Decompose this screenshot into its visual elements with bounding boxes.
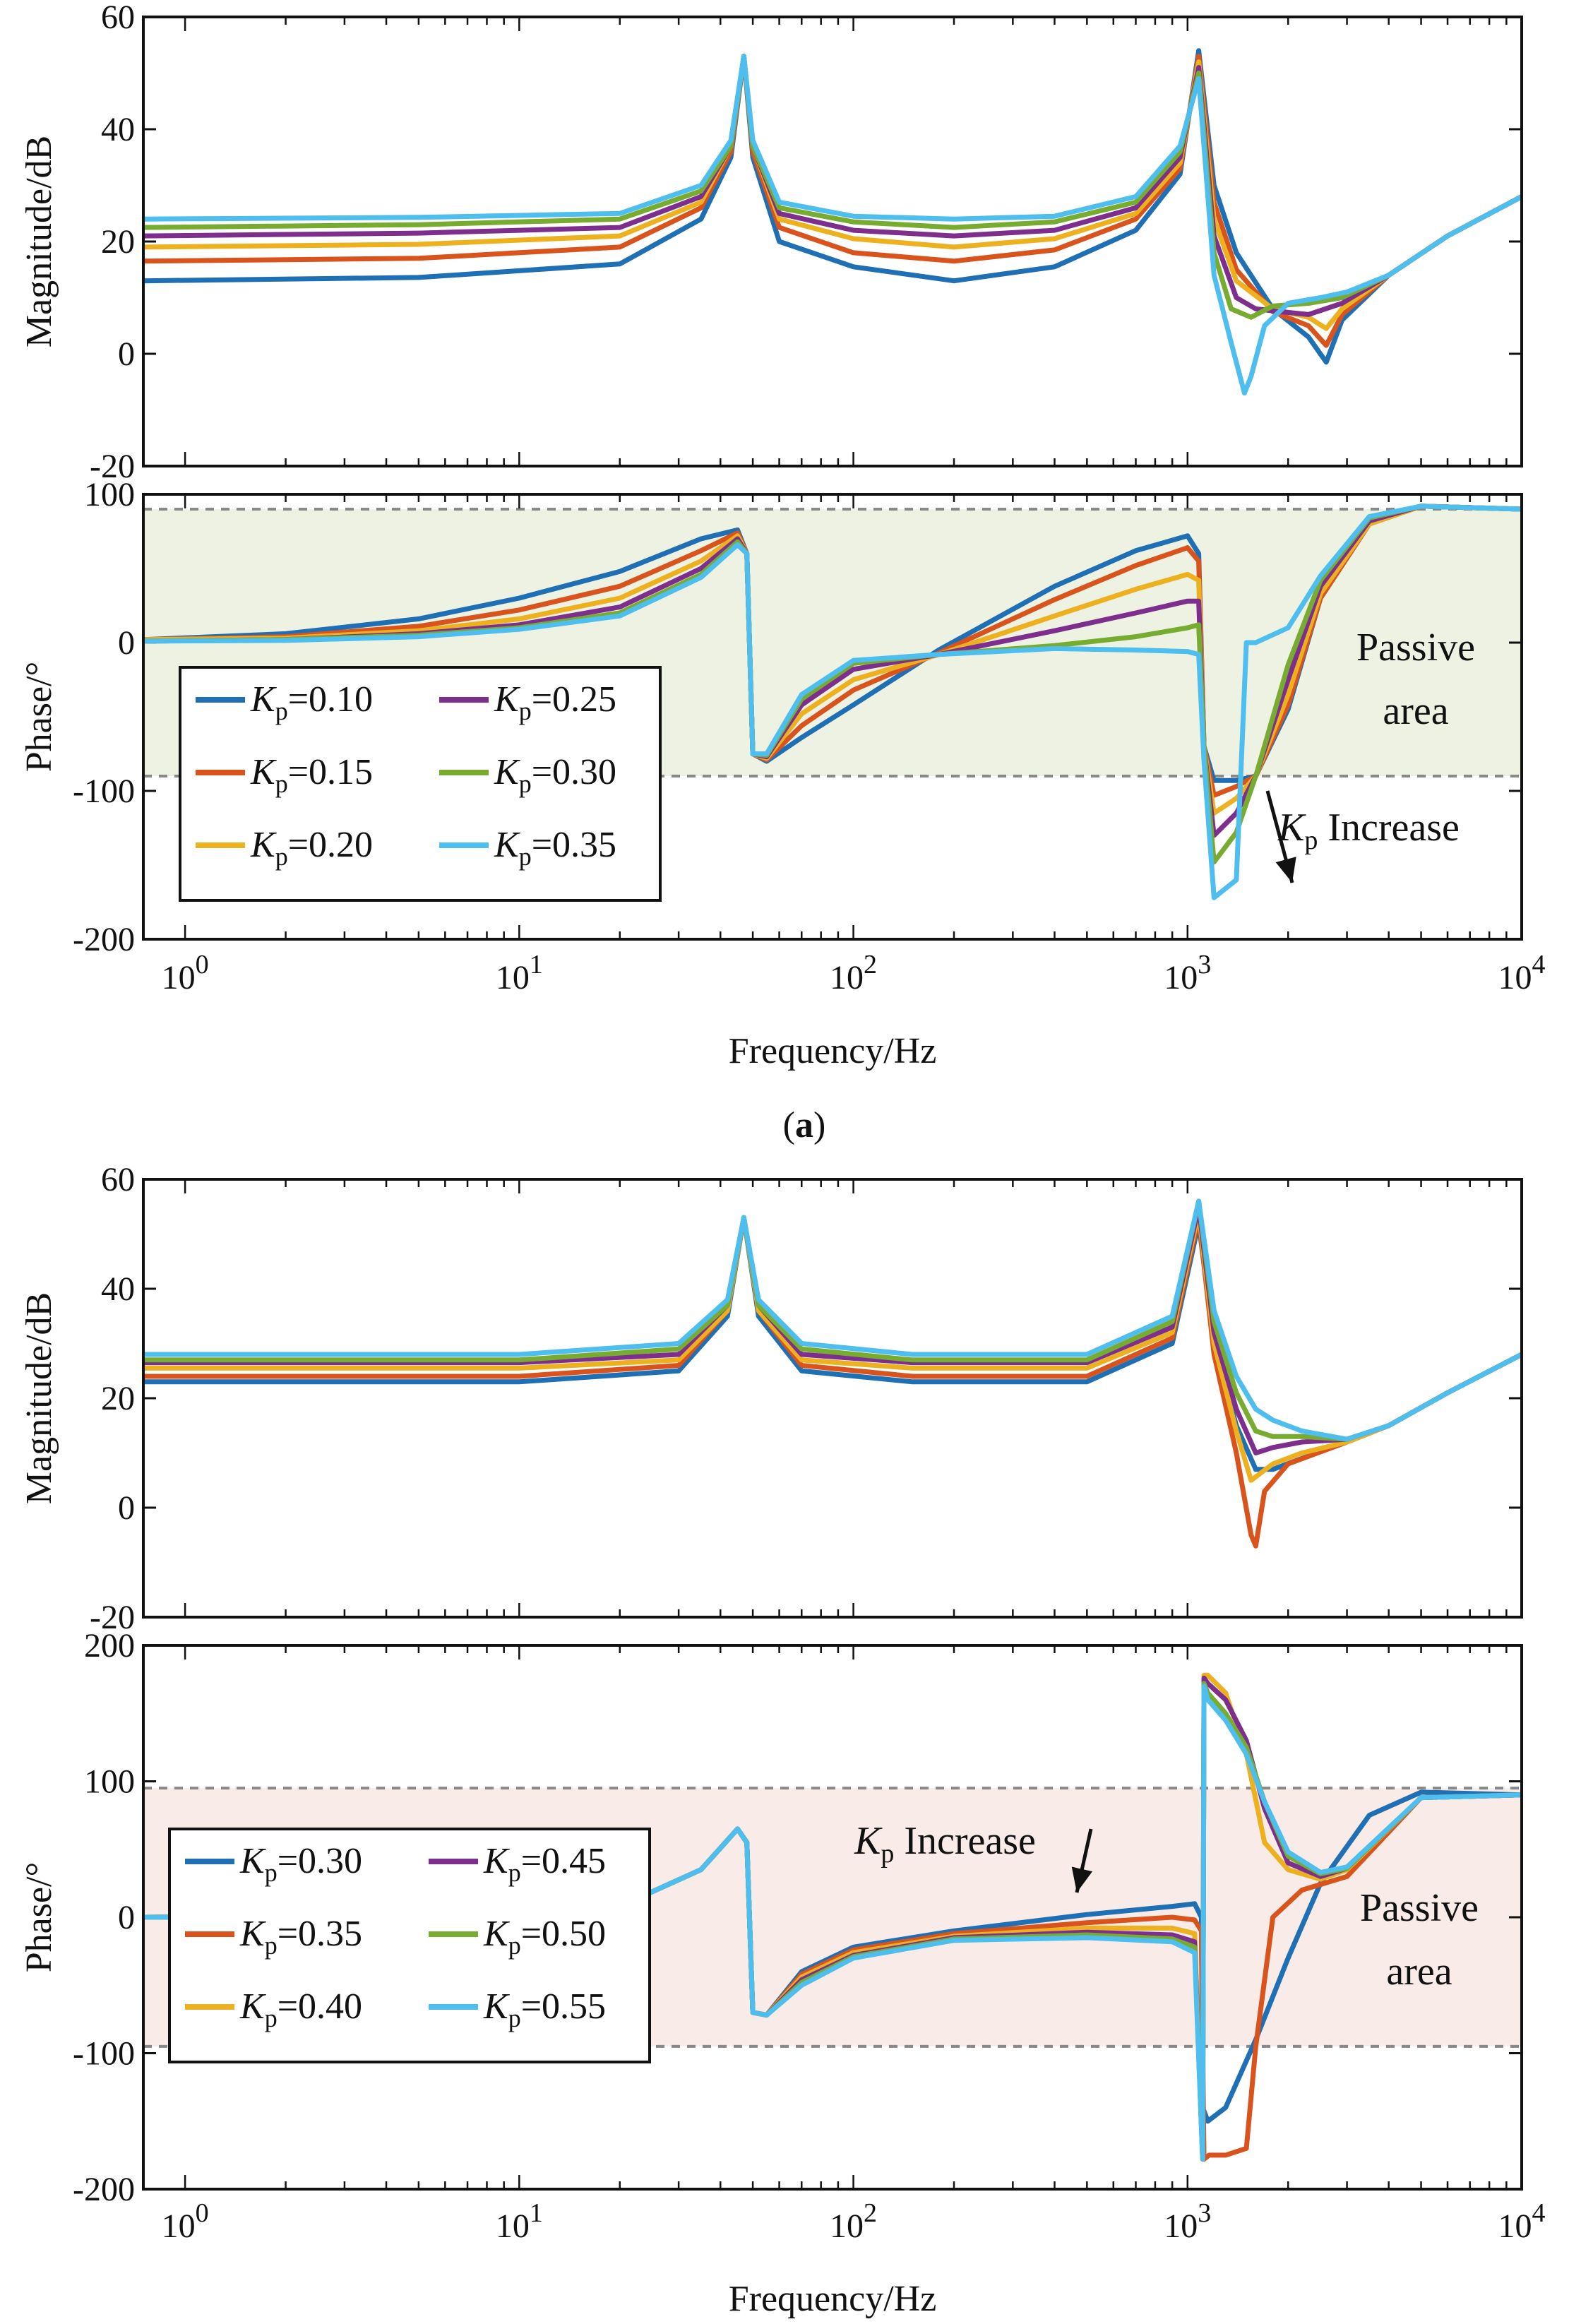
panel-b-legend-label-1: Kp=0.30 xyxy=(239,1841,362,1887)
panel-a-legend-label-4: Kp=0.25 xyxy=(494,679,616,725)
panel-a-phase-ytick-label: 0 xyxy=(118,624,135,662)
panel-a-magnitude-ylabel: Magnitude/dB xyxy=(19,136,59,347)
panel-b-legend-box xyxy=(168,1828,651,2063)
panel-a-xtick-label: 102 xyxy=(830,950,877,996)
panel-a-increase-label: Kp Increase xyxy=(1277,806,1460,855)
panel-b-xtick-label: 100 xyxy=(162,2198,209,2245)
panel-b-increase-label: Kp Increase xyxy=(854,1819,1036,1869)
panel-b-magnitude-ytick-label: 40 xyxy=(101,1270,135,1308)
panel-b-phase-series-group xyxy=(143,1672,1522,2162)
panel-a-legend-label-2: Kp=0.15 xyxy=(250,752,373,798)
panel-b-magnitude-ytick-label: 0 xyxy=(118,1489,135,1527)
panel-a-phase-ytick-label: 100 xyxy=(84,476,135,513)
panel-b-xtick-label: 102 xyxy=(830,2198,877,2245)
panel-a-magnitude-series-4-line xyxy=(143,54,1522,317)
panel-a-magnitude-series-group xyxy=(143,48,1522,396)
panel-a-legend-label-1: Kp=0.10 xyxy=(250,679,373,725)
panel-b-magnitude-series-group xyxy=(143,1198,1522,1549)
panel-a-legend: Kp=0.10 Kp=0.15 Kp=0.20 Kp=0.25 Kp=0.30 Kp=0.… xyxy=(179,666,662,902)
panel-a-magnitude-plot: 60 40 20 0 -20 Magnitude/dB xyxy=(19,0,1523,485)
panel-b-phase-frame xyxy=(142,1644,1523,2191)
panel-b-xtick-label: 101 xyxy=(496,2198,543,2245)
panel-a-xtick-label: 103 xyxy=(1164,950,1211,996)
panel-b-magnitude-ylabel: Magnitude/dB xyxy=(19,1292,59,1504)
panel-b-xtick-label: 103 xyxy=(1164,2198,1211,2245)
panel-a-magnitude-series-6-line xyxy=(143,54,1522,396)
panel-b-phase-ytick-label: 100 xyxy=(84,1763,135,1801)
panel-a-phase-ytick-label: -100 xyxy=(73,773,135,810)
panel-a-magnitude-series-3-line xyxy=(143,54,1522,331)
panel-a-xlabel: Frequency/Hz xyxy=(729,1031,937,1071)
panel-a-phase-series-group xyxy=(143,503,1522,900)
panel-a-caption: (a) xyxy=(783,1105,826,1145)
panel-b-phase-series-6-line xyxy=(143,1684,1522,2162)
panel-b-legend: Kp=0.30 Kp=0.35 Kp=0.40 Kp=0.45 Kp=0.50 Kp=0.… xyxy=(168,1828,651,2063)
panel-b-legend-label-5: Kp=0.50 xyxy=(483,1914,606,1960)
panel-a-phase-ytick-label: -200 xyxy=(73,921,135,958)
panel-a-magnitude-frame xyxy=(142,16,1523,467)
panel-a-phase-series-6-line xyxy=(143,503,1522,900)
panel-b-increase-arrowhead xyxy=(1071,1866,1093,1893)
panel-a-phase-series-2-line xyxy=(143,503,1522,798)
panel-a-xtick-label: 104 xyxy=(1498,950,1546,996)
panel-b-phase-ytick-label: -200 xyxy=(73,2171,135,2208)
panel-a-xtick-label: 100 xyxy=(162,950,209,996)
panel-a-passive-label-line1: Passive xyxy=(1356,626,1475,669)
panel-a-magnitude-ytick-label: 0 xyxy=(118,335,135,373)
panel-b-legend-label-3: Kp=0.40 xyxy=(239,1986,362,2032)
panel-a-magnitude-ytick-label: 20 xyxy=(101,223,135,261)
panel-b-magnitude-ytick-label: -20 xyxy=(90,1599,135,1636)
panel-b-xtick-label: 104 xyxy=(1498,2198,1546,2245)
panel-a-magnitude-series-2-line xyxy=(143,54,1522,348)
panel-a-phase-frame xyxy=(142,493,1523,941)
panel-a-increase-arrowhead xyxy=(1275,857,1296,883)
panel-b-magnitude-series-4-line xyxy=(143,1204,1522,1455)
panel-a-legend-label-5: Kp=0.30 xyxy=(494,752,616,798)
panel-a-xtick-label: 101 xyxy=(496,950,543,996)
panel-b-passive-label-line1: Passive xyxy=(1360,1886,1479,1930)
panel-b-magnitude-series-6-line xyxy=(143,1198,1522,1442)
panel-a-legend-box xyxy=(179,666,662,902)
panel-a-legend-label-6: Kp=0.35 xyxy=(494,825,616,871)
panel-a-magnitude-ytick-label: -20 xyxy=(90,448,135,485)
panel-b-phase-ylabel: Phase/° xyxy=(19,1862,59,1973)
panel-b-magnitude-series-5-line xyxy=(143,1198,1522,1442)
panel-b-magnitude-ytick-label: 20 xyxy=(101,1380,135,1417)
panel-a-phase-ylabel: Phase/° xyxy=(19,662,59,773)
panel-b-magnitude-ytick-label: 60 xyxy=(101,1161,135,1198)
panel-a-magnitude-ytick-label: 60 xyxy=(101,0,135,36)
panel-b-phase-ytick-label: 200 xyxy=(84,1627,135,1664)
panel-a-magnitude-ytick-label: 40 xyxy=(101,111,135,148)
panel-a-magnitude-series-5-line xyxy=(143,54,1522,320)
panel-a-passive-label-line2: area xyxy=(1383,689,1448,733)
panel-b-passive-label-line2: area xyxy=(1386,1950,1452,1994)
panel-a-magnitude-series-1-line xyxy=(143,48,1522,365)
panel-b-xlabel: Frequency/Hz xyxy=(729,2279,937,2319)
panel-b-phase-ytick-label: -100 xyxy=(73,2035,135,2073)
panel-b-legend-label-2: Kp=0.35 xyxy=(239,1914,362,1960)
panel-a-phase-series-4-line xyxy=(143,503,1522,838)
panel-a-phase-series-3-line xyxy=(143,503,1522,816)
panel-a-legend-label-3: Kp=0.20 xyxy=(250,825,373,871)
panel-b-legend-label-4: Kp=0.45 xyxy=(483,1841,606,1887)
panel-b-magnitude-plot: 60 40 20 0 -20 Magnitude/dB xyxy=(19,1161,1523,1636)
panel-b-magnitude-frame xyxy=(142,1178,1523,1619)
panel-b-legend-label-6: Kp=0.55 xyxy=(483,1986,606,2032)
panel-b-phase-ytick-label: 0 xyxy=(118,1899,135,1936)
